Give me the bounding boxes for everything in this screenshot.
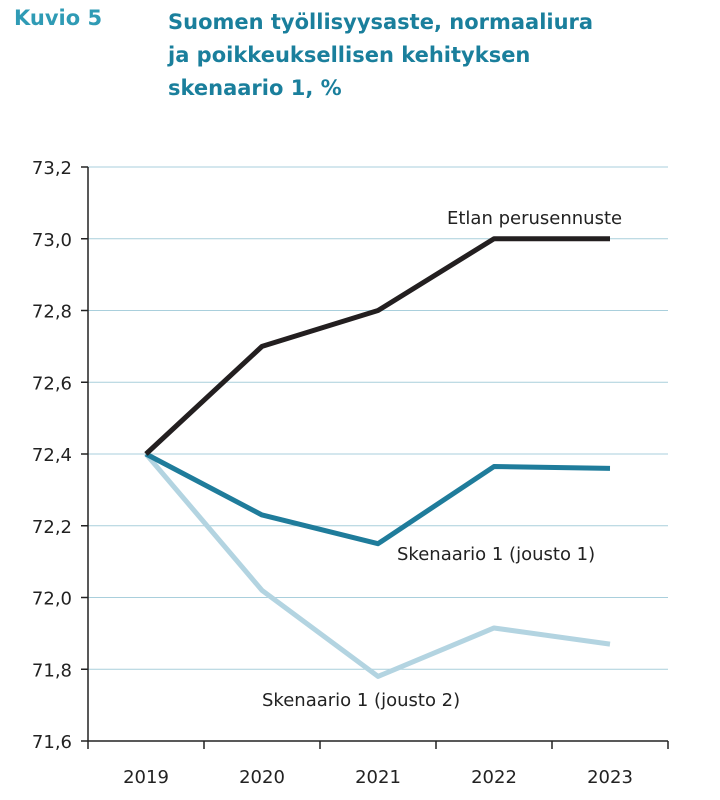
y-tick-label: 73,0: [32, 230, 72, 251]
axes: [81, 166, 669, 749]
series-line: [144, 451, 611, 547]
chart-title-line: skenaario 1, %: [168, 76, 342, 100]
x-tick-label: 2021: [355, 767, 401, 788]
chart-title-line: Suomen työllisyysaste, normaaliura: [168, 10, 594, 34]
figure-label: Kuvio 5: [14, 6, 103, 30]
y-tick-label: 72,8: [32, 302, 72, 323]
x-tick-label: 2023: [587, 767, 633, 788]
series-labels: Etlan perusennuste Skenaario 1 (jousto 1)…: [262, 208, 622, 711]
y-tick-label: 72,2: [32, 517, 72, 538]
y-tick-label: 72,4: [32, 445, 72, 466]
series-line: [144, 452, 611, 679]
y-tick-label: 73,2: [32, 158, 72, 179]
chart-title-line: ja poikkeuksellisen kehityksen: [168, 43, 531, 67]
y-tick-label: 72,6: [32, 373, 72, 394]
chart-title: Suomen työllisyysaste, normaaliura ja po…: [168, 6, 688, 105]
series-lines: [144, 236, 611, 679]
x-tick-label: 2019: [123, 767, 169, 788]
series-label: Skenaario 1 (jousto 1): [397, 544, 595, 565]
x-tick-labels: 2019 2020 2021 2022 2023: [123, 767, 633, 788]
x-tick-label: 2020: [239, 767, 285, 788]
y-tick-labels: 71,6 71,8 72,0 72,2 72,4 72,6 72,8 73,0 73,2: [32, 158, 72, 753]
series-label: Etlan perusennuste: [447, 208, 622, 229]
y-tick-label: 71,6: [32, 732, 72, 753]
y-tick-label: 71,8: [32, 660, 72, 681]
gridlines: [88, 166, 668, 670]
x-tick-label: 2022: [471, 767, 517, 788]
series-line: [144, 236, 610, 456]
y-tick-label: 72,0: [32, 589, 72, 610]
series-label: Skenaario 1 (jousto 2): [262, 690, 460, 711]
